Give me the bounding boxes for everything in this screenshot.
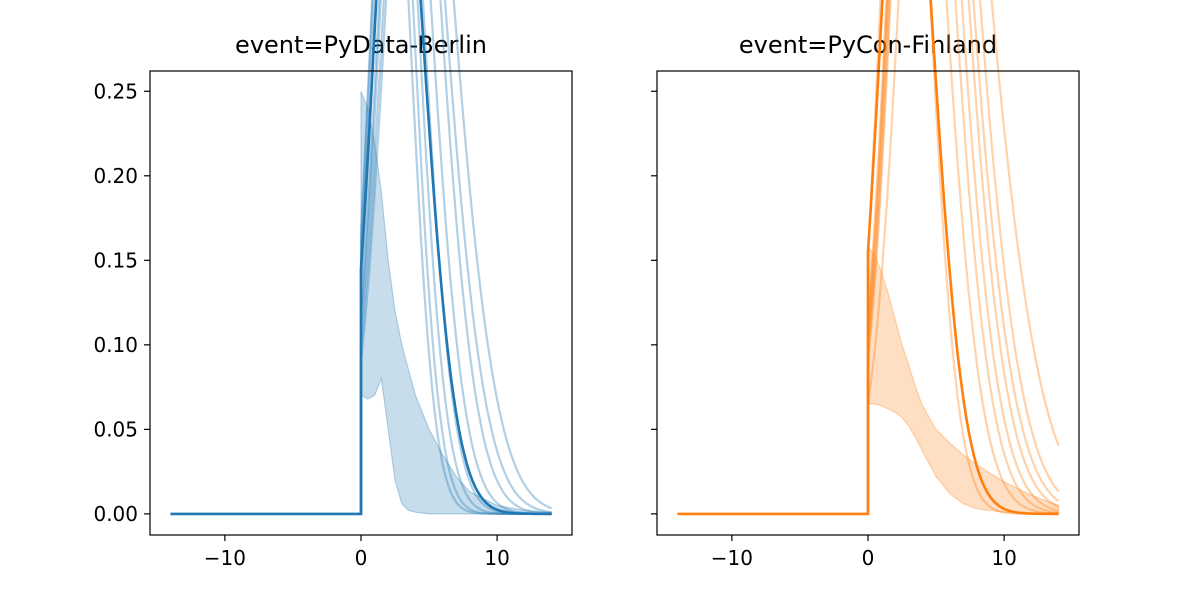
axes-frame (656, 70, 1080, 536)
plot-area (170, 0, 553, 516)
y-tick-label: 0.05 (93, 417, 138, 441)
x-tick-label: 10 (484, 546, 509, 570)
x-tick-label: −10 (711, 546, 753, 570)
series-line (170, 0, 552, 516)
draw-line (866, 0, 1059, 514)
y-tick-label: 0.00 (93, 502, 138, 526)
y-tick-label: 0.25 (93, 79, 138, 103)
x-axis: −10 0 10 (204, 535, 510, 570)
y-tick-label: 0.15 (93, 248, 138, 272)
subplot-pycon-finland: event=PyCon-Finland −10 0 10 (651, 0, 1080, 570)
draw-line (866, 0, 1060, 514)
plot-area (677, 0, 1060, 516)
draw-line (359, 0, 552, 514)
x-axis: −10 0 10 (711, 535, 1017, 570)
draw-line (866, 0, 1060, 514)
x-tick-label: 10 (991, 546, 1016, 570)
draw-line (866, 0, 1059, 515)
subplot-title: event=PyData-Berlin (235, 31, 487, 59)
subplot-title: event=PyCon-Finland (739, 31, 997, 59)
y-tick-label: 0.20 (93, 164, 138, 188)
axes-frame (149, 70, 573, 536)
x-tick-label: 0 (355, 546, 368, 570)
draw-line (359, 0, 552, 515)
y-tick-label: 0.10 (93, 333, 138, 357)
series-line (677, 0, 1059, 516)
draw-line (866, 0, 1060, 514)
x-tick-label: 0 (862, 546, 875, 570)
draw-line (359, 0, 553, 514)
draw-line (866, 0, 1059, 514)
y-axis: 0.00 0.05 0.10 0.15 0.20 0.25 (93, 79, 150, 526)
y-axis (651, 90, 657, 515)
draw-line (866, 0, 1060, 514)
subplot-pydata-berlin: event=PyData-Berlin −10 0 10 0.000.050.100… (93, 0, 573, 570)
x-tick-label: −10 (204, 546, 246, 570)
